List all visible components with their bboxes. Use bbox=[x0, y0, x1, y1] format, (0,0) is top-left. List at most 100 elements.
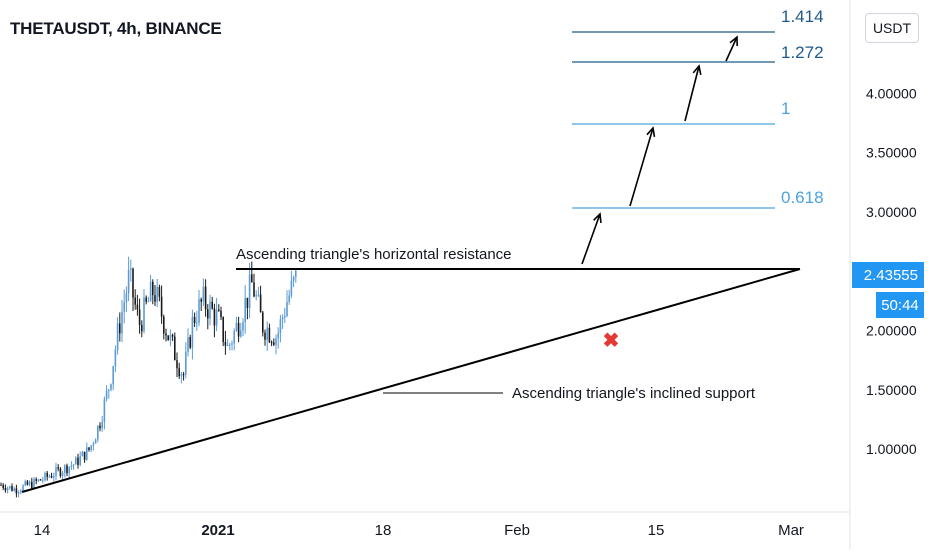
fib-level-label: 1.272 bbox=[781, 43, 824, 62]
candle-body bbox=[213, 308, 216, 326]
candle-body bbox=[292, 276, 295, 281]
candle-body bbox=[204, 286, 207, 310]
candle-body bbox=[46, 472, 48, 477]
candle-body bbox=[264, 332, 266, 340]
candle-body bbox=[110, 384, 112, 390]
projection-arrowhead bbox=[593, 212, 602, 224]
candle-body bbox=[277, 333, 279, 339]
current-price-label: 2.43555 bbox=[852, 262, 924, 288]
candle-body bbox=[191, 316, 194, 348]
candle-body bbox=[68, 466, 70, 474]
candle-body bbox=[218, 309, 220, 311]
candle-body bbox=[64, 465, 66, 473]
y-tick-label: 1.50000 bbox=[866, 382, 917, 398]
currency-unit-button[interactable]: USDT bbox=[865, 13, 919, 43]
candle-body bbox=[158, 286, 161, 297]
candle-body bbox=[17, 492, 20, 494]
candle-body bbox=[202, 286, 205, 302]
candle-body bbox=[141, 324, 143, 332]
x-tick-label: Mar bbox=[778, 522, 804, 539]
candle-body bbox=[72, 464, 75, 466]
candle-body bbox=[136, 304, 139, 310]
candle-body bbox=[257, 294, 260, 296]
candle-body bbox=[160, 296, 163, 317]
candle-body bbox=[180, 374, 183, 377]
projection-arrowhead bbox=[729, 35, 738, 47]
candle-body bbox=[26, 481, 29, 485]
y-tick-label: 1.00000 bbox=[866, 441, 917, 457]
candle-body bbox=[44, 472, 46, 480]
candle-body bbox=[77, 457, 79, 465]
candle-body bbox=[75, 457, 77, 465]
candle-body bbox=[42, 479, 44, 481]
projection-arrow bbox=[725, 36, 738, 62]
candle-body bbox=[114, 349, 117, 367]
candle-body bbox=[193, 316, 196, 323]
candle-body bbox=[134, 297, 136, 305]
candle-body bbox=[266, 327, 268, 340]
price-axis: 1.00000 1.50000 2.00000 3.00000 3.50000 4.000… bbox=[866, 85, 917, 457]
projection-arrows bbox=[581, 35, 738, 265]
candle-body bbox=[105, 390, 108, 400]
candle-body bbox=[235, 322, 238, 331]
y-tick-label: 3.00000 bbox=[866, 204, 917, 220]
candle-body bbox=[53, 476, 55, 478]
candle-body bbox=[288, 295, 290, 302]
candle-body bbox=[55, 467, 57, 477]
candle-body bbox=[88, 447, 90, 450]
candle-body bbox=[31, 481, 33, 488]
candle-body bbox=[163, 316, 165, 334]
candles-group bbox=[0, 256, 297, 498]
candle-body bbox=[9, 486, 11, 488]
x-tick-label: 18 bbox=[375, 522, 392, 539]
candle-body bbox=[262, 312, 264, 333]
candle-body bbox=[273, 342, 275, 345]
candle-body bbox=[253, 282, 255, 297]
candle-body bbox=[270, 342, 273, 344]
candle-body bbox=[119, 323, 121, 334]
candle-body bbox=[251, 274, 253, 283]
candle-body bbox=[103, 399, 106, 422]
bar-countdown-label: 50:44 bbox=[876, 292, 924, 318]
candle-body bbox=[171, 334, 174, 337]
candle-body bbox=[130, 268, 132, 270]
candle-body bbox=[99, 425, 101, 429]
candle-body bbox=[11, 486, 13, 491]
candle-body bbox=[70, 465, 73, 467]
candle-body bbox=[231, 343, 233, 345]
candle-body bbox=[246, 297, 249, 308]
candle-body bbox=[240, 330, 242, 337]
candle-body bbox=[237, 322, 240, 337]
projection-arrow bbox=[684, 65, 700, 122]
candle-body bbox=[35, 479, 37, 482]
fib-level-label: 1 bbox=[781, 99, 790, 118]
candle-body bbox=[39, 479, 42, 481]
candle-body bbox=[147, 301, 150, 303]
candle-body bbox=[123, 302, 125, 312]
x-tick-label: 14 bbox=[34, 522, 51, 539]
projection-arrow bbox=[581, 213, 601, 265]
inclined-support-line bbox=[21, 268, 801, 493]
candle-body bbox=[66, 465, 68, 474]
candle-body bbox=[48, 476, 51, 478]
candle-body bbox=[233, 330, 235, 344]
candle-body bbox=[92, 443, 95, 446]
candle-body bbox=[279, 319, 282, 334]
candle-body bbox=[33, 479, 35, 488]
candle-body bbox=[152, 281, 154, 296]
candle-body bbox=[226, 345, 229, 347]
candle-body bbox=[244, 297, 246, 323]
candle-body bbox=[209, 301, 211, 319]
candle-body bbox=[255, 295, 257, 297]
candle-body bbox=[290, 280, 293, 296]
candle-body bbox=[189, 337, 191, 348]
candle-body bbox=[116, 323, 119, 350]
candle-body bbox=[167, 335, 169, 341]
candle-body bbox=[149, 281, 152, 302]
candle-body bbox=[101, 421, 103, 429]
candle-body bbox=[94, 439, 97, 444]
candle-body bbox=[182, 374, 185, 376]
candle-body bbox=[108, 389, 110, 391]
